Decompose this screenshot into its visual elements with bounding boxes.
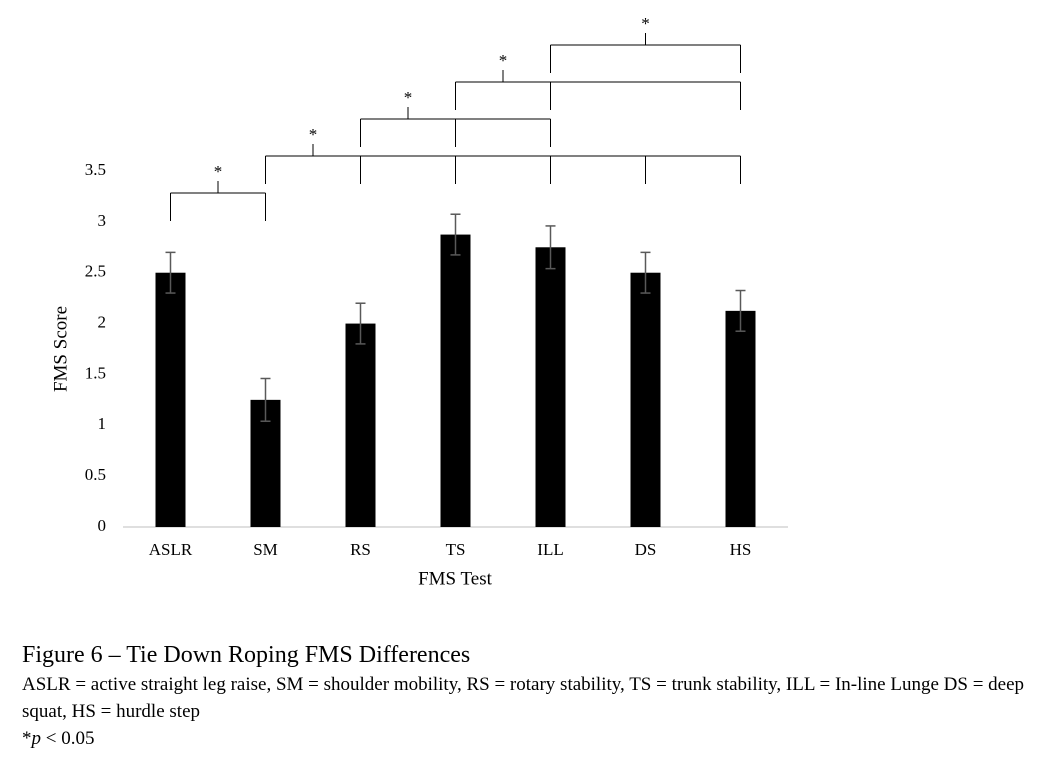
bar: [440, 234, 471, 528]
note-symbol: p: [31, 728, 42, 749]
bar: [535, 247, 566, 528]
y-tick-label: 0: [98, 516, 107, 535]
significance-label: *: [499, 51, 508, 70]
x-tick-label: RS: [350, 540, 371, 559]
y-tick-label: 1: [98, 414, 107, 433]
bar: [725, 310, 756, 527]
y-tick-label: 3: [98, 211, 107, 230]
x-tick-label: SM: [253, 540, 278, 559]
y-tick-label: 2: [98, 312, 107, 331]
bar: [345, 323, 376, 527]
significance-label: *: [309, 125, 318, 144]
chart: FMS Test FMS Score 0 0.5 1 1.5 2 2.5 3 3.5 ASLR S…: [50, 14, 788, 589]
note-prefix: *: [22, 728, 32, 749]
significance-label: *: [641, 14, 650, 33]
y-tick-label: 3.5: [85, 160, 106, 179]
bar: [630, 272, 661, 527]
y-tick-label: 0.5: [85, 465, 106, 484]
significance-label: *: [404, 88, 413, 107]
note-suffix: < 0.05: [45, 728, 95, 749]
caption-description: ASLR = active straight leg raise, SM = s…: [22, 674, 1025, 722]
x-tick-label: ASLR: [149, 540, 193, 559]
x-tick-label: TS: [446, 540, 466, 559]
y-axis-label: FMS Score: [50, 306, 71, 392]
x-tick-label: HS: [730, 540, 752, 559]
significance-label: *: [214, 162, 223, 181]
caption-title: Figure 6 – Tie Down Roping FMS Differenc…: [22, 642, 471, 668]
y-tick-label: 1.5: [85, 363, 106, 382]
x-tick-label: DS: [635, 540, 657, 559]
caption-note: *p < 0.05: [22, 725, 1032, 752]
y-tick-label: 2.5: [85, 262, 106, 281]
x-axis-label: FMS Test: [418, 568, 493, 589]
caption: Figure 6 – Tie Down Roping FMS Differenc…: [22, 642, 1032, 752]
bar: [155, 272, 186, 527]
x-tick-label: ILL: [537, 540, 563, 559]
